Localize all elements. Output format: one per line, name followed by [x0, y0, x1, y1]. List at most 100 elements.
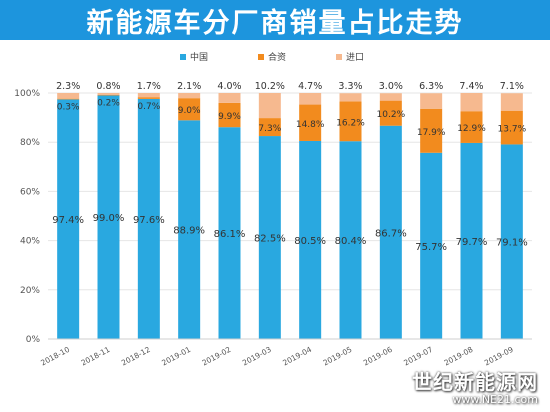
- bar-segment: [178, 120, 201, 339]
- bar-segment: [178, 93, 201, 99]
- bar-segment: [57, 93, 80, 99]
- bar-segment: [339, 93, 362, 102]
- bar-segment: [57, 99, 80, 339]
- x-tick-label: 2019-07: [402, 345, 434, 368]
- title-bar: 新能源车分厂商销量占比走势: [0, 0, 550, 40]
- bar-segment: [97, 95, 120, 340]
- bar-segment: [218, 102, 241, 128]
- x-tick-label: 2019-09: [483, 345, 515, 368]
- bar-segment: [258, 136, 281, 339]
- bar-segment: [420, 108, 443, 153]
- data-label: 0.2%: [97, 98, 120, 108]
- y-tick-label: 0%: [26, 335, 41, 345]
- data-label: 80.5%: [294, 236, 326, 247]
- data-label: 2.1%: [177, 81, 201, 92]
- bar-segment: [339, 141, 362, 339]
- bar-segment: [460, 111, 483, 143]
- data-label: 97.6%: [133, 215, 165, 226]
- data-label: 7.1%: [500, 81, 524, 92]
- x-tick-label: 2019-08: [443, 345, 475, 368]
- bar-segment: [500, 144, 523, 339]
- bar-segment: [258, 118, 281, 137]
- y-tick-label: 40%: [20, 237, 40, 247]
- data-label: 0.7%: [137, 102, 160, 112]
- bar-segment: [258, 93, 281, 119]
- data-label: 10.2%: [377, 110, 406, 120]
- bar-segment: [460, 142, 483, 339]
- x-tick-label: 2018-12: [120, 345, 152, 368]
- data-label: 16.2%: [336, 118, 365, 128]
- x-tick-label: 2018-10: [39, 345, 71, 368]
- bar-segment: [97, 93, 120, 95]
- legend-label: 合资: [268, 51, 286, 63]
- x-tick-label: 2019-03: [241, 345, 273, 368]
- watermark-site-name: 世纪新能源网: [412, 370, 538, 394]
- data-label: 0.8%: [96, 81, 120, 92]
- data-label: 3.0%: [379, 81, 403, 92]
- x-tick-label: 2019-06: [362, 345, 394, 368]
- data-label: 99.0%: [93, 213, 125, 224]
- bar-segment: [178, 98, 201, 121]
- data-label: 2.3%: [56, 81, 80, 92]
- data-label: 12.9%: [457, 124, 486, 134]
- data-label: 75.7%: [415, 242, 447, 253]
- bar-segment: [420, 152, 443, 339]
- x-tick-label: 2019-04: [281, 345, 313, 368]
- x-tick-label: 2019-02: [201, 345, 233, 368]
- bar-segment: [379, 100, 402, 126]
- watermark-url: www.NE21.com: [452, 393, 538, 406]
- data-label: 0.3%: [57, 102, 80, 112]
- bar-segment: [500, 93, 523, 111]
- data-label: 88.9%: [173, 226, 205, 237]
- data-label: 1.7%: [137, 81, 161, 92]
- data-label: 86.1%: [214, 229, 246, 240]
- data-label: 86.7%: [375, 228, 407, 239]
- bar-segment: [379, 125, 402, 339]
- data-label: 97.4%: [52, 215, 84, 226]
- data-label: 9.9%: [218, 112, 241, 122]
- watermark: 世纪新能源网 www.NE21.com: [412, 371, 538, 406]
- x-tick-label: 2019-01: [160, 345, 192, 368]
- data-label: 79.7%: [456, 237, 488, 248]
- data-label: 10.2%: [255, 81, 285, 92]
- data-label: 3.3%: [338, 81, 362, 92]
- bar-segment: [137, 97, 160, 99]
- data-label: 6.3%: [419, 81, 443, 92]
- bar-segment: [299, 104, 322, 141]
- data-label: 4.7%: [298, 81, 322, 92]
- bar-segment: [137, 98, 160, 340]
- data-label: 17.9%: [417, 128, 446, 138]
- y-tick-label: 100%: [14, 89, 40, 99]
- y-tick-label: 80%: [20, 138, 40, 148]
- data-label: 9.0%: [178, 106, 201, 116]
- data-label: 14.8%: [296, 120, 325, 130]
- data-label: 4.0%: [217, 81, 241, 92]
- bar-segment: [339, 101, 362, 142]
- y-tick-label: 20%: [20, 286, 40, 296]
- bar-segment: [460, 93, 483, 112]
- bar-segment: [379, 93, 402, 101]
- stacked-bar-chart: 0% 20% 40% 60% 80% 100% 中国 合资 进口 97.4% 0.3% 2.3% 201…: [14, 51, 532, 368]
- legend-swatch: [336, 54, 342, 60]
- y-tick-label: 60%: [20, 187, 40, 197]
- bar-segment: [137, 93, 160, 98]
- bar-segment: [299, 93, 322, 105]
- bar-segment: [500, 110, 523, 145]
- chart-title: 新能源车分厂商销量占比走势: [86, 7, 464, 39]
- bar-segment: [57, 98, 80, 100]
- x-tick-label: 2019-05: [322, 345, 354, 368]
- data-label: 79.1%: [496, 238, 528, 249]
- bar-segment: [420, 93, 443, 109]
- data-label: 82.5%: [254, 234, 286, 245]
- data-label: 80.4%: [335, 236, 367, 247]
- data-label: 7.3%: [258, 124, 281, 134]
- bar-segment: [218, 93, 241, 103]
- x-tick-label: 2018-11: [80, 345, 112, 368]
- legend-label: 进口: [346, 52, 364, 63]
- legend-swatch: [258, 54, 264, 60]
- bar-segment: [299, 140, 322, 339]
- data-label: 13.7%: [498, 125, 527, 135]
- legend-swatch: [180, 54, 186, 60]
- data-label: 7.4%: [459, 81, 483, 92]
- bar-segment: [218, 127, 241, 339]
